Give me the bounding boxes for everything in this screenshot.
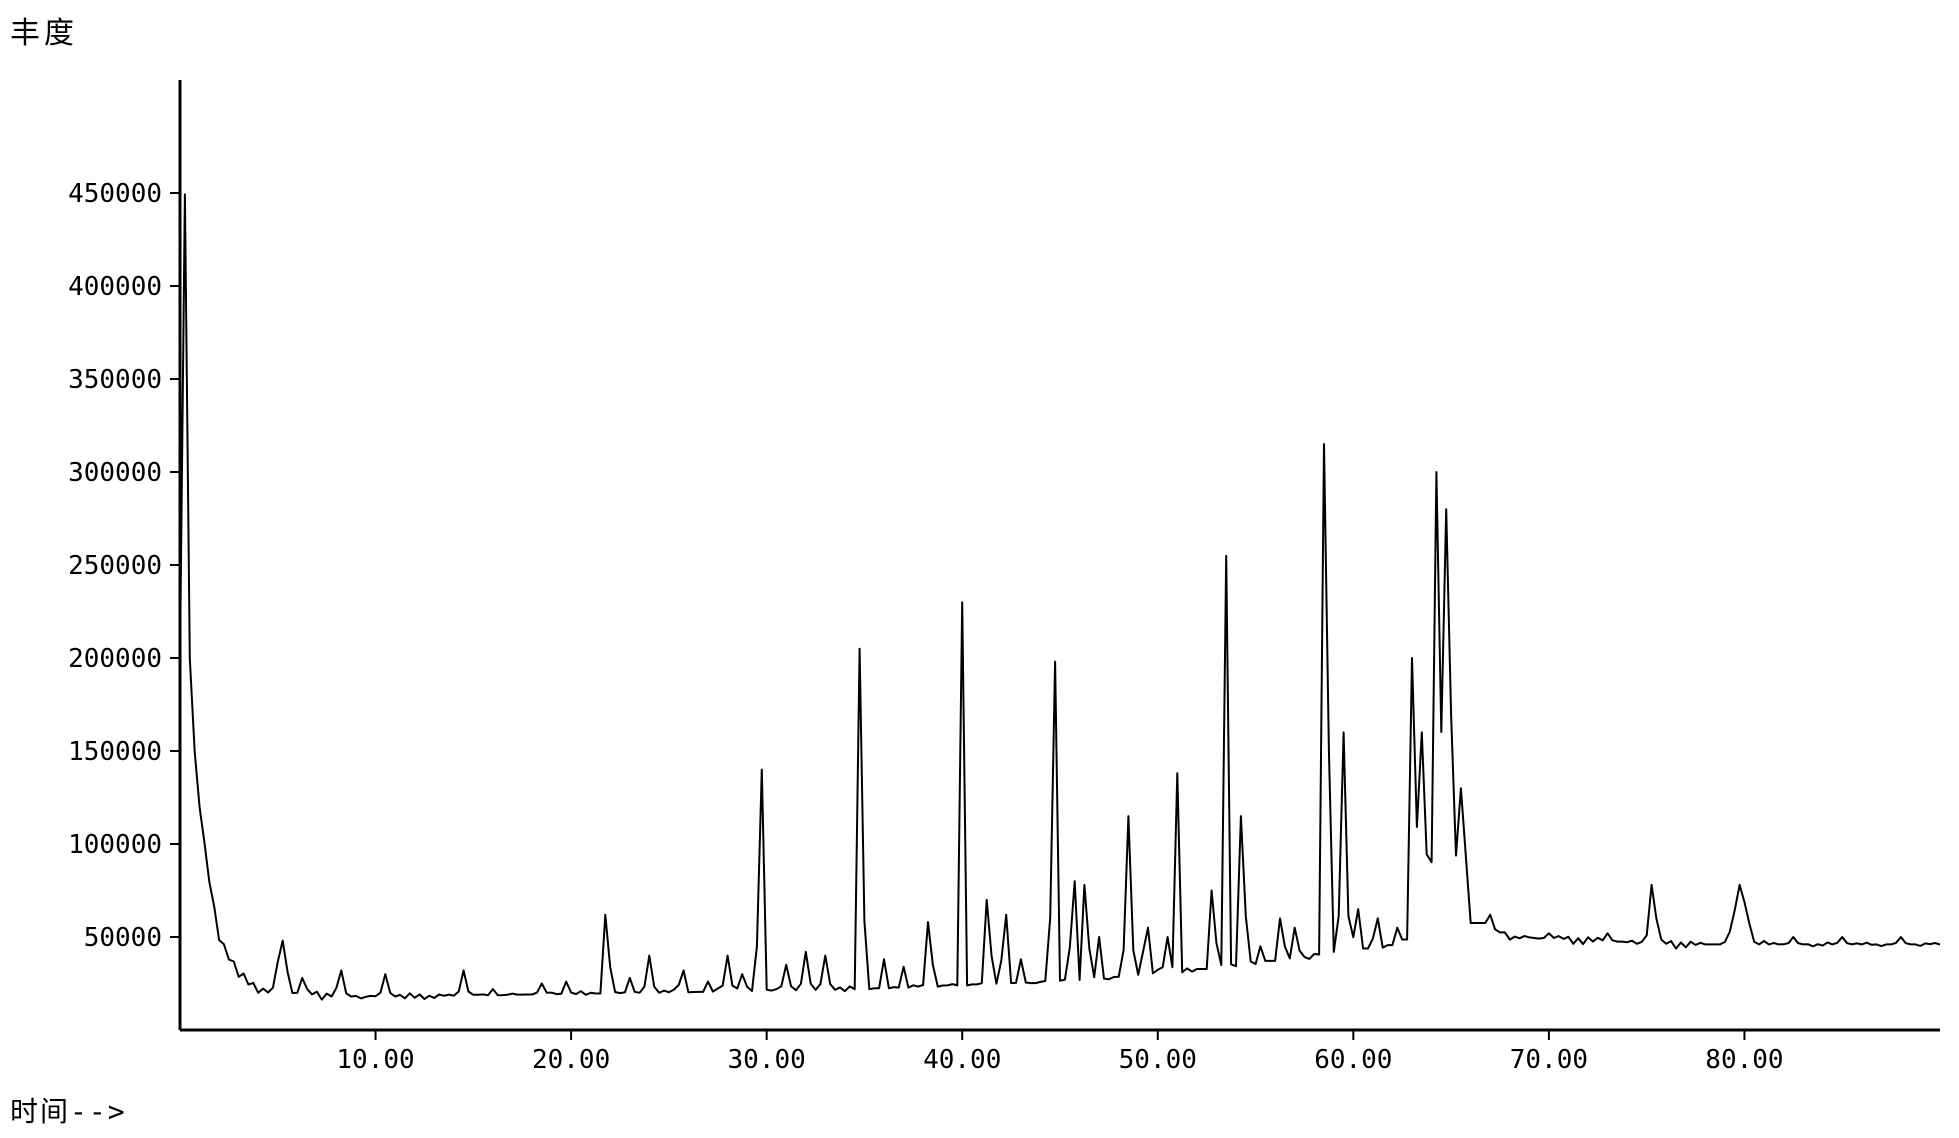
svg-text:150000: 150000	[68, 737, 162, 767]
svg-text:20.00: 20.00	[532, 1045, 610, 1075]
svg-text:450000: 450000	[68, 179, 162, 209]
svg-text:250000: 250000	[68, 551, 162, 581]
chart-container: 丰度 时间--> 5000010000015000020000025000030…	[0, 0, 1959, 1138]
svg-text:40.00: 40.00	[923, 1045, 1001, 1075]
svg-text:10.00: 10.00	[336, 1045, 414, 1075]
chromatogram-plot: 50000 100000 150000 200000 250000 300000 35000…	[0, 0, 1959, 1138]
svg-text:50000: 50000	[84, 923, 162, 953]
svg-text:100000: 100000	[68, 830, 162, 860]
svg-text:70.00: 70.00	[1510, 1045, 1588, 1075]
svg-text:30.00: 30.00	[728, 1045, 806, 1075]
svg-text:50.00: 50.00	[1119, 1045, 1197, 1075]
svg-text:60.00: 60.00	[1314, 1045, 1392, 1075]
svg-text:300000: 300000	[68, 458, 162, 488]
svg-text:350000: 350000	[68, 365, 162, 395]
svg-text:200000: 200000	[68, 644, 162, 674]
svg-text:400000: 400000	[68, 272, 162, 302]
svg-text:80.00: 80.00	[1705, 1045, 1783, 1075]
